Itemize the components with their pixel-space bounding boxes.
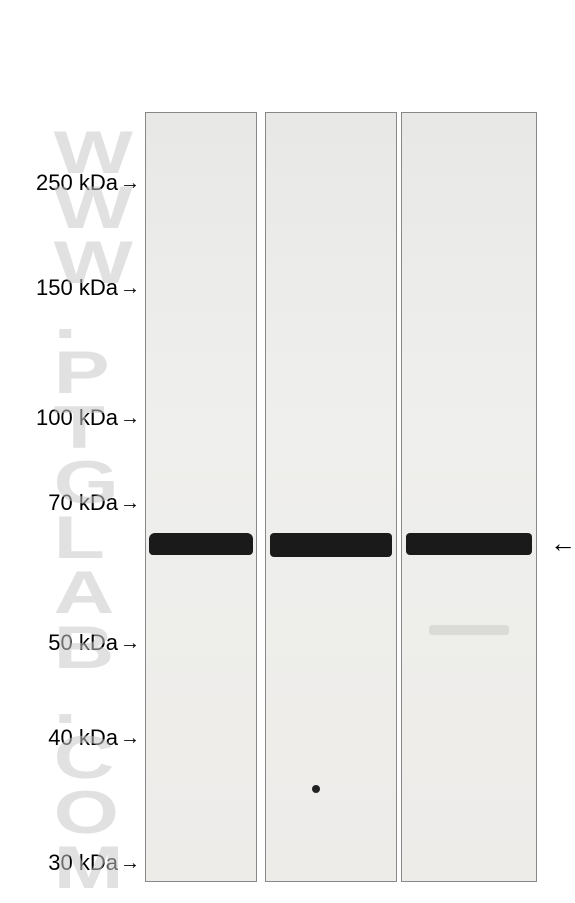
marker-label: 30 kDa: [48, 850, 118, 876]
lane-mouse-testis: [265, 112, 397, 882]
marker-label: 150 kDa: [36, 275, 118, 301]
marker-arrow-icon: →: [120, 407, 140, 430]
band-main: [270, 533, 392, 557]
marker-arrow-icon: →: [120, 492, 140, 515]
lane-labels: A2780 mouse testis rat testis: [0, 0, 575, 110]
band-indicator-arrow-icon: ←: [550, 528, 575, 559]
marker-arrow-icon: →: [120, 277, 140, 300]
marker-50: 50 kDa→: [48, 630, 140, 656]
marker-70: 70 kDa→: [48, 490, 140, 516]
lane-a2780: [145, 112, 257, 882]
artefact-faint-band: [429, 625, 509, 635]
blot-region: [145, 112, 545, 882]
marker-label: 250 kDa: [36, 170, 118, 196]
marker-150: 150 kDa→: [36, 275, 140, 301]
marker-100: 100 kDa→: [36, 405, 140, 431]
marker-arrow-icon: →: [120, 632, 140, 655]
marker-label: 70 kDa: [48, 490, 118, 516]
band-main: [406, 533, 532, 555]
marker-30: 30 kDa→: [48, 850, 140, 876]
marker-arrow-icon: →: [120, 727, 140, 750]
marker-40: 40 kDa→: [48, 725, 140, 751]
marker-label: 100 kDa: [36, 405, 118, 431]
marker-label: 50 kDa: [48, 630, 118, 656]
artefact-dot: [312, 785, 320, 793]
marker-label: 40 kDa: [48, 725, 118, 751]
marker-arrow-icon: →: [120, 852, 140, 875]
lane-rat-testis: [401, 112, 537, 882]
marker-250: 250 kDa→: [36, 170, 140, 196]
marker-arrow-icon: →: [120, 172, 140, 195]
band-main: [149, 533, 252, 555]
